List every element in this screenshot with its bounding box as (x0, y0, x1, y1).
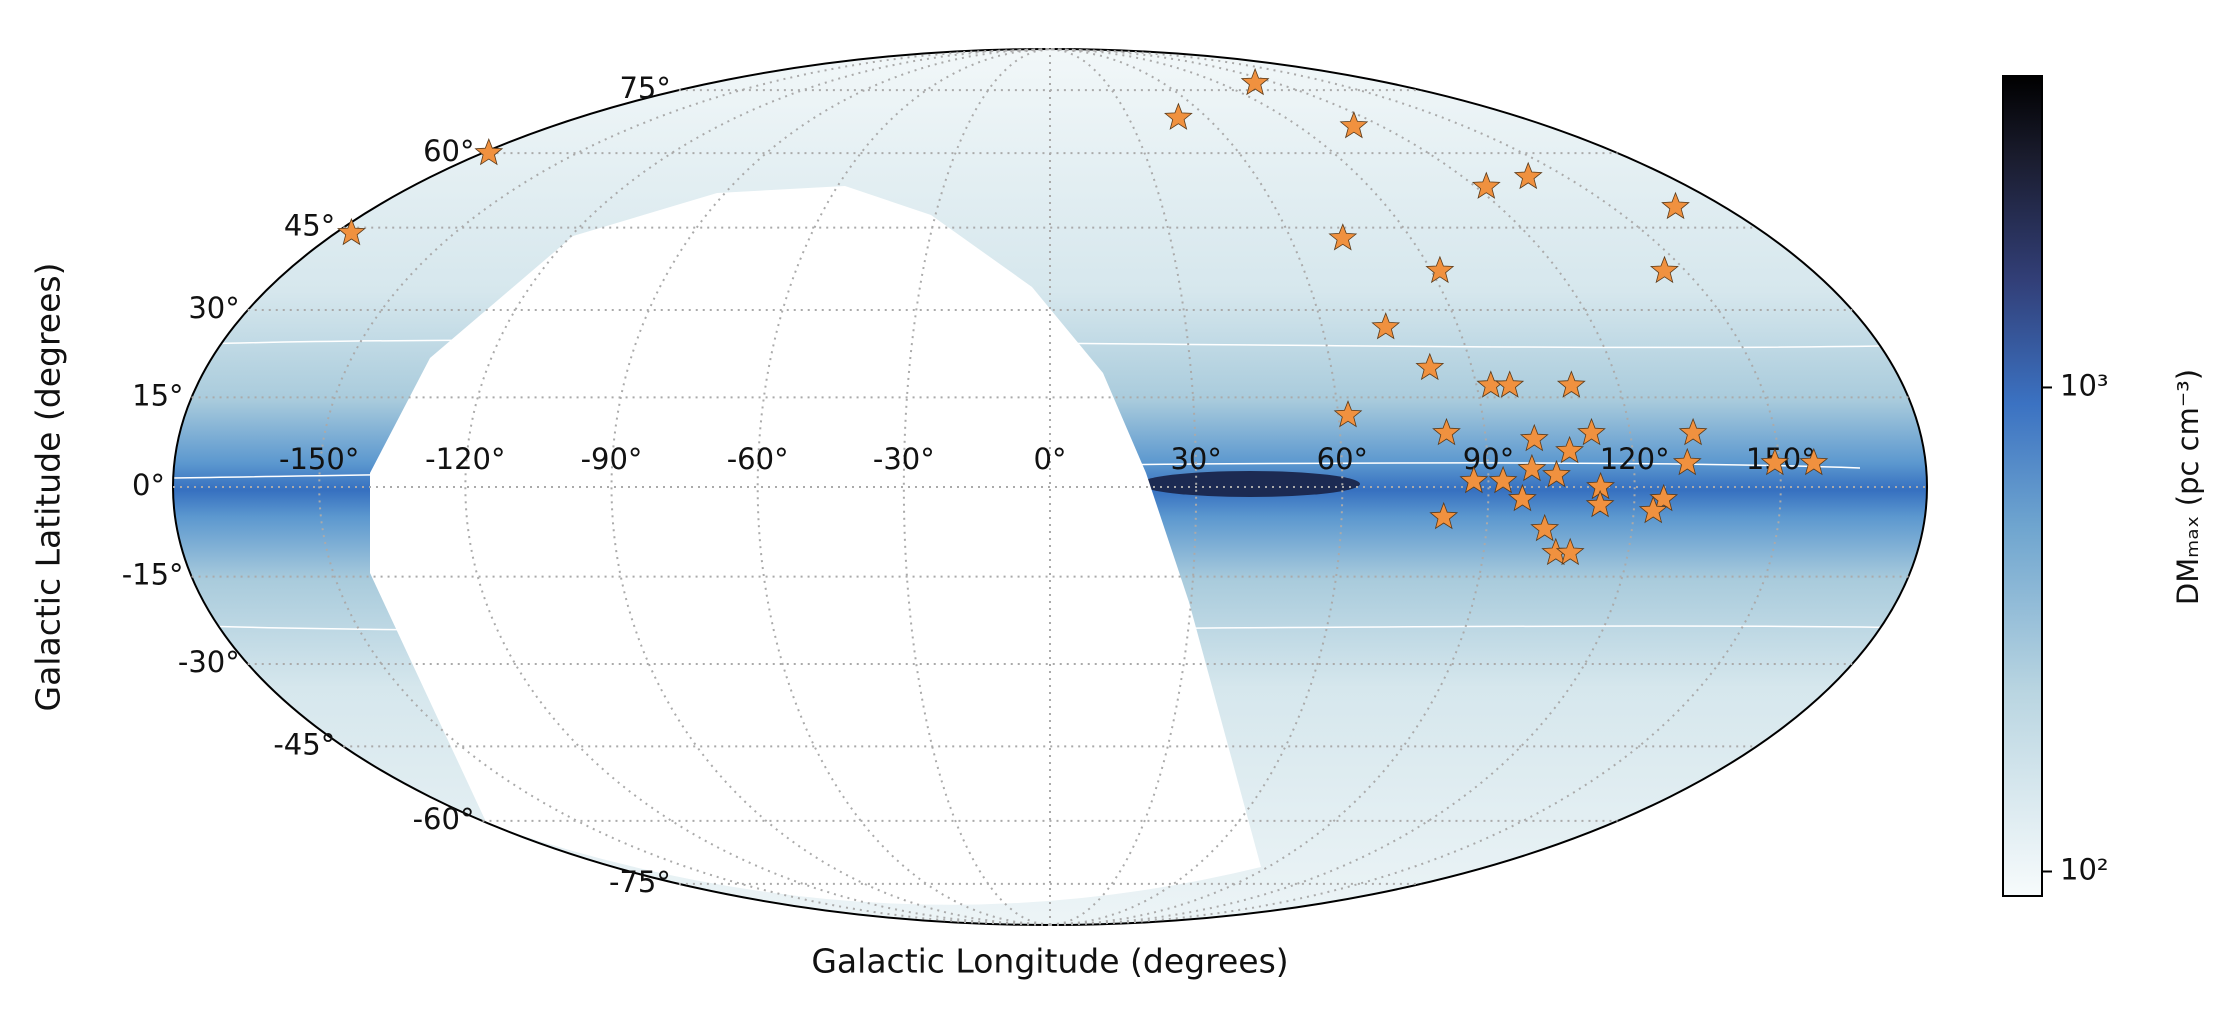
colorbar-label: DMₘₐₓ (pc cm⁻³) (2171, 369, 2205, 605)
grid-line (902, 48, 1051, 926)
star-marker (337, 217, 366, 246)
star-marker (1415, 352, 1445, 381)
x-tick-label: 60° (1317, 442, 1368, 476)
y-tick-label: 30° (188, 291, 239, 325)
colorbar-tick-label: 10³ (2060, 368, 2109, 402)
grid-line (1049, 48, 1782, 926)
x-tick-label: 90° (1463, 442, 1514, 476)
y-tick-label: 0° (132, 468, 165, 502)
y-tick-label: -75° (609, 865, 671, 899)
sky-map (173, 49, 1927, 925)
star-marker (1517, 453, 1547, 482)
y-tick-label: -60° (413, 802, 475, 836)
x-tick-label: -150° (279, 442, 359, 476)
y-tick-label: -15° (122, 558, 184, 592)
star-marker (1164, 102, 1193, 130)
grid-line (1049, 48, 1490, 926)
grid-line (1049, 48, 1198, 926)
star-marker (1661, 191, 1690, 220)
star-marker (1585, 489, 1615, 518)
star-marker (1530, 513, 1560, 542)
star-marker (1459, 465, 1489, 494)
star-marker (1555, 435, 1584, 464)
star-marker (1678, 417, 1708, 446)
y-tick-label: 15° (132, 378, 183, 412)
star-marker (1650, 255, 1679, 284)
star-marker (1513, 161, 1543, 190)
x-tick-label: 30° (1170, 442, 1221, 476)
colorbar-tick-label: 10² (2060, 853, 2109, 887)
y-tick-label: 60° (423, 134, 474, 168)
star-marker (1240, 67, 1270, 96)
star-marker (1371, 312, 1401, 340)
x-tick-label: 120° (1600, 442, 1670, 476)
grid-line (610, 48, 1051, 926)
star-marker (1577, 417, 1606, 446)
y-tick-label: 75° (619, 71, 670, 105)
star-marker (1425, 255, 1455, 284)
unobserved-region (370, 186, 1261, 905)
star-marker (1760, 447, 1790, 476)
x-tick-label: -60° (727, 442, 789, 476)
star-marker (1799, 447, 1829, 476)
star-marker (1339, 111, 1369, 139)
x-tick-label: -30° (873, 442, 935, 476)
star-marker (1649, 483, 1679, 512)
star-marker (1556, 370, 1586, 398)
star-marker (1555, 537, 1585, 566)
star-marker (1429, 501, 1459, 530)
x-tick-label: 0° (1034, 442, 1067, 476)
colorbar (2002, 75, 2043, 897)
y-tick-label: -45° (273, 727, 335, 761)
star-marker (1495, 370, 1525, 398)
star-marker (1638, 495, 1668, 524)
star-marker (1328, 223, 1358, 251)
x-tick-label: -90° (581, 442, 643, 476)
star-marker (1542, 459, 1571, 488)
dm-core (1140, 471, 1360, 497)
y-tick-label: -30° (178, 645, 240, 679)
x-axis-label: Galactic Longitude (degrees) (811, 942, 1288, 981)
grid-line (318, 48, 1051, 926)
star-marker (1432, 417, 1461, 446)
star-marker (1471, 171, 1501, 199)
star-marker (1508, 483, 1537, 512)
y-tick-label: 45° (284, 209, 335, 243)
star-marker (1672, 447, 1702, 476)
x-tick-label: -120° (425, 442, 505, 476)
star-marker (1519, 423, 1549, 452)
star-marker (1333, 400, 1363, 428)
star-marker (1488, 465, 1518, 494)
y-axis-label: Galactic Latitude (degrees) (29, 263, 68, 712)
star-marker (474, 137, 504, 166)
